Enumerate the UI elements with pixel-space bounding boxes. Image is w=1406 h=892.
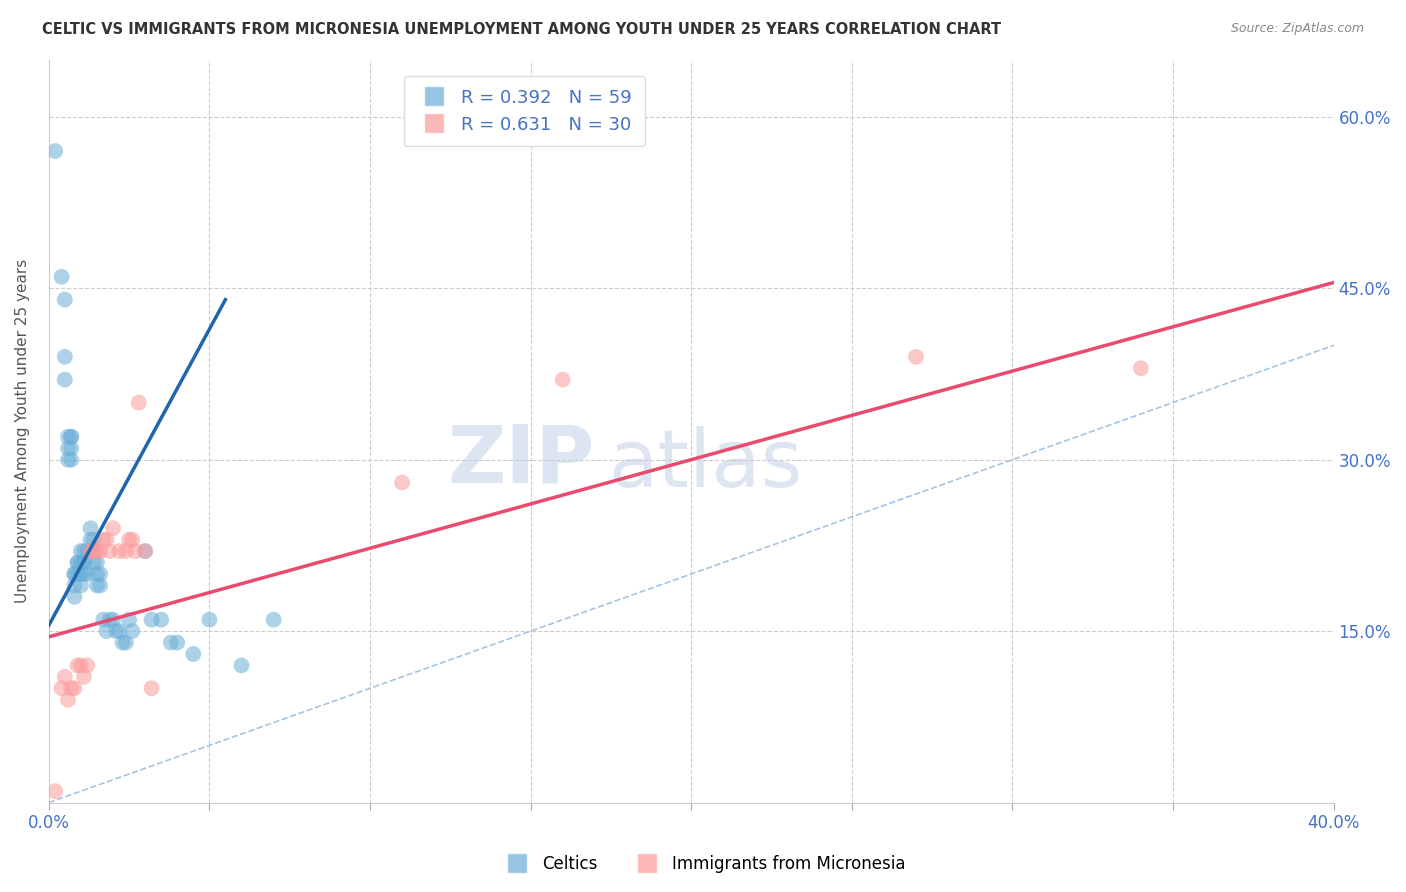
Point	[111, 635, 134, 649]
Point	[66, 556, 89, 570]
Point	[76, 544, 98, 558]
Point	[63, 566, 86, 581]
Point	[93, 533, 115, 547]
Point	[66, 566, 89, 581]
Point	[108, 624, 131, 639]
Point	[56, 430, 79, 444]
Text: CELTIC VS IMMIGRANTS FROM MICRONESIA UNEMPLOYMENT AMONG YOUTH UNDER 25 YEARS COR: CELTIC VS IMMIGRANTS FROM MICRONESIA UNE…	[42, 22, 1001, 37]
Point	[83, 556, 105, 570]
Point	[905, 350, 928, 364]
Text: Source: ZipAtlas.com: Source: ZipAtlas.com	[1230, 22, 1364, 36]
Point	[79, 533, 101, 547]
Point	[56, 692, 79, 706]
Point	[115, 635, 138, 649]
Point	[86, 544, 108, 558]
Point	[141, 681, 163, 696]
Point	[79, 521, 101, 535]
Point	[56, 452, 79, 467]
Point	[108, 544, 131, 558]
Point	[63, 590, 86, 604]
Point	[89, 578, 111, 592]
Point	[60, 452, 83, 467]
Point	[63, 578, 86, 592]
Point	[73, 556, 96, 570]
Point	[73, 556, 96, 570]
Point	[124, 544, 146, 558]
Point	[83, 544, 105, 558]
Point	[79, 544, 101, 558]
Point	[98, 544, 121, 558]
Point	[66, 658, 89, 673]
Point	[101, 521, 124, 535]
Point	[70, 556, 93, 570]
Point	[93, 613, 115, 627]
Point	[70, 658, 93, 673]
Text: atlas: atlas	[607, 425, 801, 503]
Point	[86, 566, 108, 581]
Point	[73, 544, 96, 558]
Point	[63, 566, 86, 581]
Point	[63, 681, 86, 696]
Point	[51, 269, 73, 284]
Point	[150, 613, 173, 627]
Point	[53, 373, 76, 387]
Point	[166, 635, 188, 649]
Point	[101, 613, 124, 627]
Point	[53, 350, 76, 364]
Point	[73, 566, 96, 581]
Point	[73, 670, 96, 684]
Point	[79, 544, 101, 558]
Point	[198, 613, 221, 627]
Point	[60, 681, 83, 696]
Point	[141, 613, 163, 627]
Point	[159, 635, 181, 649]
Point	[98, 613, 121, 627]
Point	[53, 293, 76, 307]
Point	[83, 533, 105, 547]
Point	[89, 544, 111, 558]
Point	[66, 556, 89, 570]
Point	[96, 533, 118, 547]
Point	[118, 533, 141, 547]
Point	[128, 395, 150, 409]
Point	[86, 556, 108, 570]
Point	[231, 658, 253, 673]
Point	[121, 624, 143, 639]
Point	[118, 613, 141, 627]
Point	[83, 544, 105, 558]
Legend: R = 0.392   N = 59, R = 0.631   N = 30: R = 0.392 N = 59, R = 0.631 N = 30	[404, 76, 645, 146]
Point	[1129, 361, 1152, 376]
Point	[56, 442, 79, 456]
Legend: Celtics, Immigrants from Micronesia: Celtics, Immigrants from Micronesia	[494, 848, 912, 880]
Point	[134, 544, 156, 558]
Point	[181, 647, 204, 661]
Point	[76, 566, 98, 581]
Point	[60, 430, 83, 444]
Text: ZIP: ZIP	[447, 422, 595, 500]
Y-axis label: Unemployment Among Youth under 25 years: Unemployment Among Youth under 25 years	[15, 259, 30, 603]
Point	[51, 681, 73, 696]
Point	[551, 373, 574, 387]
Point	[89, 566, 111, 581]
Point	[44, 784, 66, 798]
Point	[60, 442, 83, 456]
Point	[105, 624, 128, 639]
Point	[115, 544, 138, 558]
Point	[96, 624, 118, 639]
Point	[76, 658, 98, 673]
Point	[60, 430, 83, 444]
Point	[70, 578, 93, 592]
Point	[134, 544, 156, 558]
Point	[263, 613, 285, 627]
Point	[70, 544, 93, 558]
Point	[44, 144, 66, 158]
Point	[391, 475, 413, 490]
Point	[70, 566, 93, 581]
Point	[86, 578, 108, 592]
Point	[121, 533, 143, 547]
Point	[53, 670, 76, 684]
